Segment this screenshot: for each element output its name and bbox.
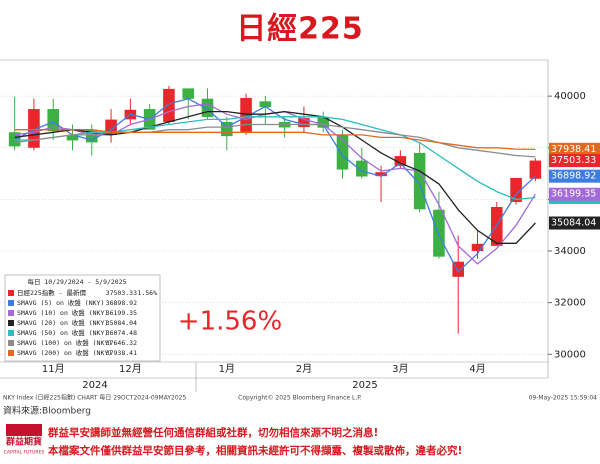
- x-tick-label: 2月: [296, 363, 312, 375]
- value-tag: [549, 216, 600, 230]
- footer-right: 09-May-2025 15:59:04: [529, 395, 598, 402]
- legend-swatch: [8, 340, 14, 346]
- candle-body: [356, 160, 368, 177]
- year-label: 2025: [352, 380, 377, 391]
- candle-body: [182, 88, 194, 99]
- candle-body: [28, 109, 40, 148]
- value-tag-label: 37503.33: [551, 155, 596, 166]
- legend-value: 37503.33: [106, 289, 137, 297]
- legend-value: 37646.32: [106, 339, 137, 347]
- candle-body: [86, 129, 98, 143]
- candle-body: [471, 243, 484, 252]
- candle-body: [47, 109, 59, 132]
- candle-body: [510, 177, 522, 202]
- x-tick-label: 1月: [219, 363, 235, 375]
- ma-line: [14, 103, 536, 265]
- legend-header: 每日 10/29/2024 - 5/9/2025: [27, 277, 126, 286]
- y-tick-label: 32000: [554, 298, 586, 309]
- candle-body: [433, 209, 445, 257]
- x-tick-label: 12月: [119, 363, 142, 375]
- logo-sub: CAPITAL FUTURES: [4, 450, 45, 456]
- candle-body: [163, 88, 175, 122]
- footer-left: NKY Index (日經225指數) CHART 每日 29OCT2024-0…: [3, 394, 186, 402]
- y-tick-label: 34000: [554, 246, 586, 257]
- candle-body: [452, 261, 464, 277]
- y-tick-label: 30000: [554, 349, 586, 360]
- value-tag-label: 36898.92: [551, 171, 596, 182]
- legend-swatch: [8, 350, 14, 356]
- legend-value: 36898.92: [106, 299, 137, 307]
- value-tag: [549, 187, 600, 201]
- legend-swatch: [8, 330, 14, 336]
- candle-body: [240, 97, 252, 133]
- candle-body: [317, 116, 329, 128]
- source: 資料來源:Bloomberg: [3, 405, 91, 417]
- legend-change: 1.56%: [137, 289, 157, 297]
- ma-line: [14, 123, 536, 158]
- legend-label: SMAVG (10) on 收盤 (NKY): [17, 308, 108, 317]
- footer-bar: [0, 420, 600, 464]
- candle-body: [413, 152, 426, 210]
- x-tick-label: 3月: [392, 363, 408, 375]
- y-tick-label: 40000: [554, 91, 586, 102]
- legend-value: 36199.35: [106, 309, 137, 317]
- chart-title: 日經225: [236, 12, 364, 47]
- candle-body: [105, 119, 117, 135]
- value-tag-label: 37938.41: [551, 144, 596, 155]
- x-tick-label: 4月: [469, 363, 485, 375]
- disclaimer: 本檔案文件僅供群益早安節目參考，相關資訊未經許可不得擷露、複製或散佈，違者必究!: [48, 444, 462, 457]
- footer-center: Copyright© 2025 Bloomberg Finance L.P.: [238, 395, 362, 402]
- disclaimer: 群益早安講師並無經營任何通信群組或社群，切勿相信來源不明之消息!: [48, 426, 378, 439]
- candle-body: [259, 101, 272, 108]
- legend-box: [4, 274, 161, 362]
- candle-body: [298, 118, 310, 128]
- value-tag-label: 35084.04: [551, 218, 596, 229]
- legend-swatch: [8, 320, 14, 326]
- candle-body: [491, 206, 503, 246]
- legend-label: SMAVG (200) on 收盤 (NKY): [17, 348, 112, 357]
- legend-label: SMAVG (20) on 收盤 (NKY): [17, 318, 108, 327]
- candle-body: [221, 121, 233, 137]
- candle-body: [201, 98, 214, 118]
- legend-label: SMAVG (100) on 收盤 (NKY): [17, 338, 112, 347]
- legend-swatch: [8, 290, 14, 296]
- value-tag: [549, 154, 600, 168]
- legend-value: 35084.04: [106, 319, 137, 327]
- x-tick-label: 11月: [42, 363, 65, 375]
- value-tag: [549, 169, 600, 183]
- legend-swatch: [8, 310, 14, 316]
- legend-label: 日經225指數 - 最新價: [17, 288, 86, 297]
- candle-body: [394, 156, 407, 166]
- legend-value: 36074.48: [106, 329, 137, 337]
- candle-body: [375, 172, 387, 177]
- logo-name: 群益期貨: [5, 436, 42, 448]
- candle-body: [66, 134, 79, 141]
- candle-body: [529, 160, 542, 179]
- year-label: 2024: [82, 380, 107, 391]
- value-tag: [549, 142, 600, 156]
- legend-value: 37938.41: [106, 349, 137, 357]
- legend-swatch: [8, 300, 14, 306]
- candle-body: [336, 134, 349, 170]
- annotation: +1.56%: [178, 307, 282, 337]
- logo-mark: [6, 424, 42, 436]
- value-tag-label: 36199.35: [551, 189, 596, 200]
- legend-label: SMAVG (5) on 收盤 (NKY): [17, 298, 104, 307]
- legend-label: SMAVG (50) on 收盤 (NKY): [17, 328, 108, 337]
- ma-line: [14, 116, 536, 201]
- ma-line: [14, 129, 536, 151]
